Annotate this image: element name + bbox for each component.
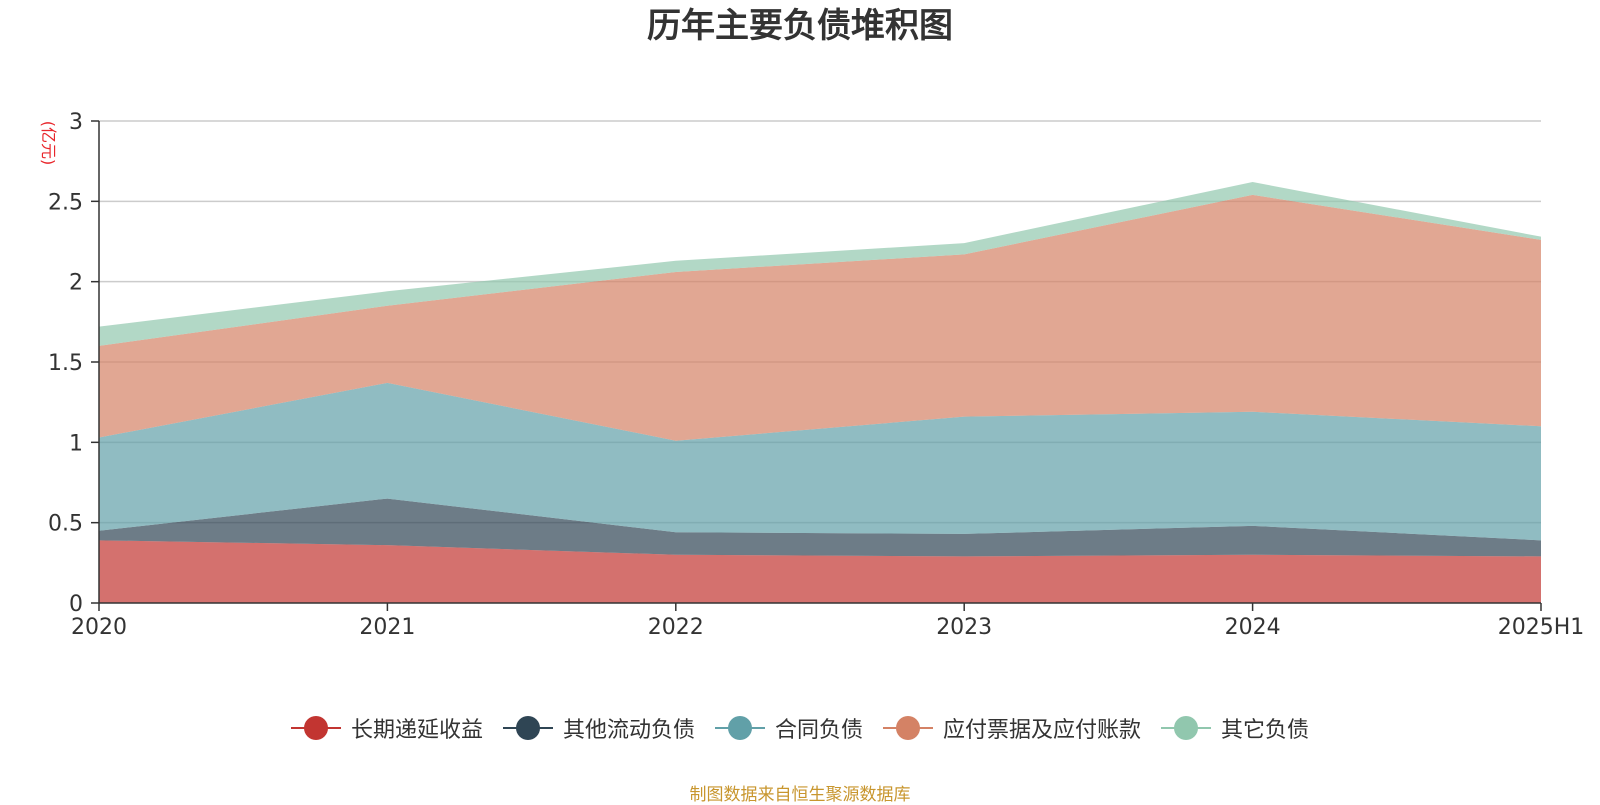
legend-label: 合同负债 bbox=[774, 718, 863, 743]
legend-item-1[interactable]: 其他流动负债 bbox=[502, 712, 695, 744]
legend-label: 其它负债 bbox=[1221, 718, 1310, 743]
legend-marker-icon bbox=[290, 716, 341, 740]
legend-label: 应付票据及应付账款 bbox=[943, 718, 1142, 743]
legend: 长期递延收益 其他流动负债 合同负债 应付票据及应付账款 其它负债 bbox=[0, 712, 1600, 744]
x-tick-label-3: 2023 bbox=[936, 615, 992, 640]
legend-item-0[interactable]: 长期递延收益 bbox=[290, 712, 483, 744]
y-tick-label-5: 2.5 bbox=[48, 190, 83, 215]
legend-item-3[interactable]: 应付票据及应付账款 bbox=[883, 712, 1141, 744]
y-tick-label-1: 0.5 bbox=[48, 512, 83, 537]
area-series-3 bbox=[99, 194, 1541, 441]
y-tick-label-0: 0 bbox=[69, 592, 83, 617]
source-note: 制图数据来自恒生聚源数据库 bbox=[689, 785, 911, 805]
y-tick-label-3: 1.5 bbox=[48, 351, 83, 376]
legend-marker-icon bbox=[714, 716, 765, 740]
legend-marker-icon bbox=[1161, 716, 1212, 740]
area-series-0 bbox=[99, 540, 1541, 603]
axes: 0 0.5 1 1.5 2 2.5 3 2020 2021 2022 2023 2024 2025H1 bbox=[48, 110, 1584, 640]
y-axis-unit-label: (亿元) bbox=[39, 121, 58, 166]
legend-label: 长期递延收益 bbox=[350, 718, 483, 743]
x-tick-label-2: 2022 bbox=[648, 615, 704, 640]
y-tick-label-2: 1 bbox=[69, 431, 83, 456]
area-series bbox=[99, 182, 1541, 603]
y-tick-label-4: 2 bbox=[69, 271, 83, 296]
x-tick-label-1: 2021 bbox=[359, 615, 415, 640]
chart-title: 历年主要负债堆积图 bbox=[647, 6, 953, 46]
area-series-1 bbox=[99, 498, 1541, 557]
y-tick-label-6: 3 bbox=[69, 110, 83, 135]
x-tick-label-0: 2020 bbox=[71, 615, 127, 640]
legend-marker-icon bbox=[883, 716, 933, 740]
legend-item-2[interactable]: 合同负债 bbox=[714, 712, 863, 744]
legend-marker-icon bbox=[502, 716, 553, 740]
area-series-2 bbox=[99, 382, 1541, 541]
legend-label: 其他流动负债 bbox=[562, 718, 695, 743]
legend-item-4[interactable]: 其它负债 bbox=[1161, 712, 1309, 744]
x-tick-label-5: 2025H1 bbox=[1498, 615, 1585, 640]
x-tick-label-4: 2024 bbox=[1225, 615, 1281, 640]
